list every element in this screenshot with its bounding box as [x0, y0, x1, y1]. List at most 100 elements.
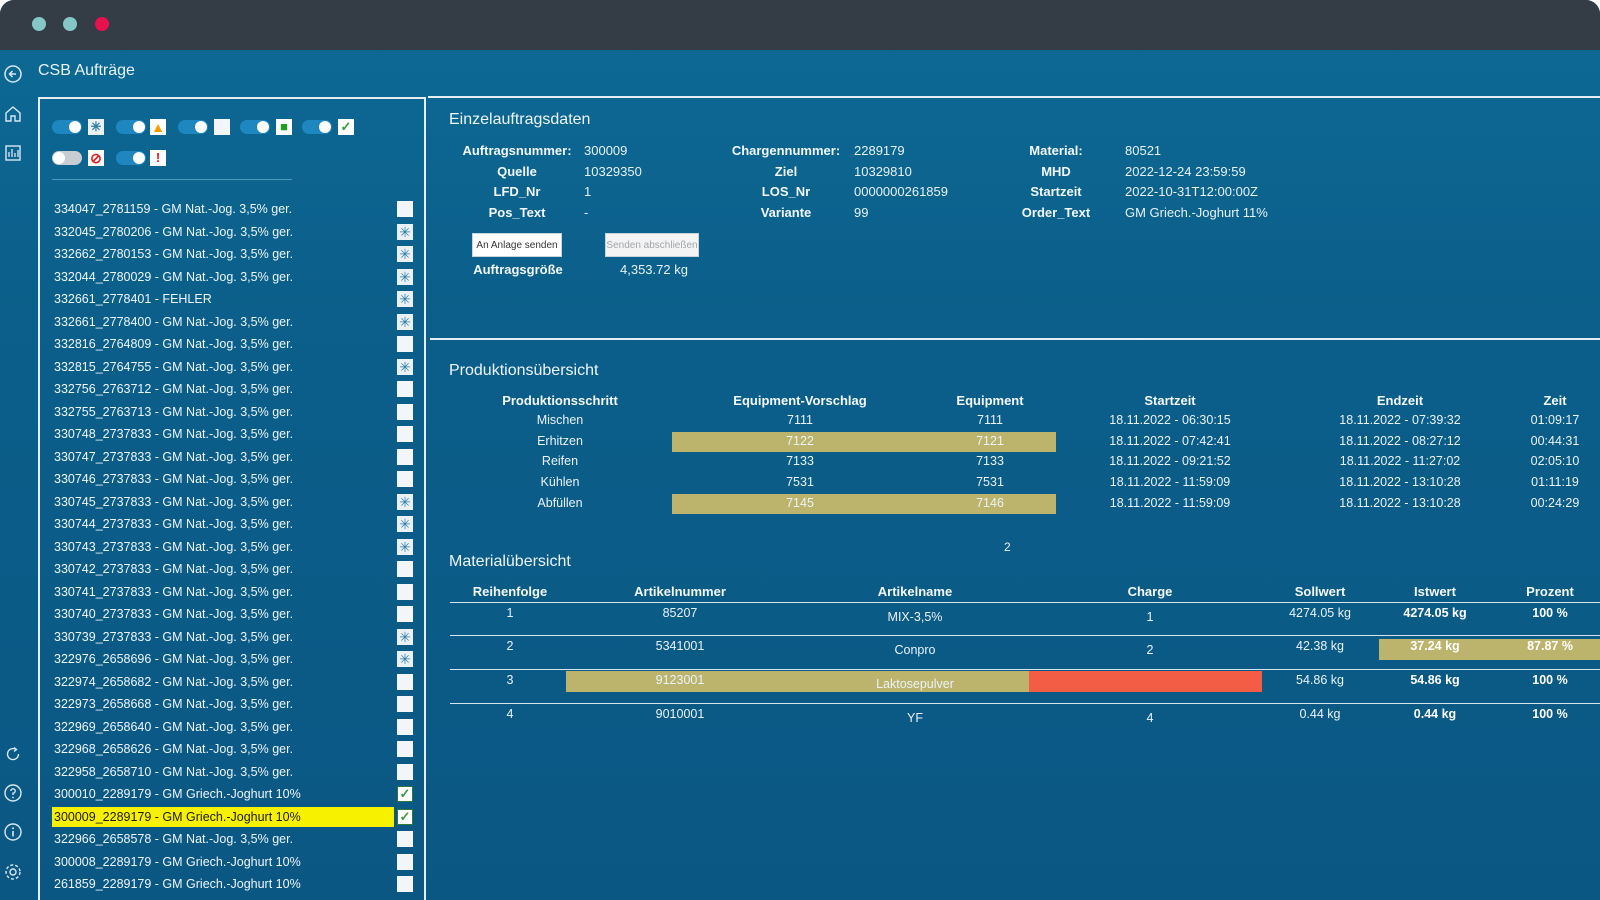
filter-toggle[interactable] — [52, 151, 82, 165]
home-icon[interactable] — [3, 104, 23, 124]
table-cell: 01:11:19 — [1531, 475, 1579, 490]
list-item[interactable]: 330746_2737833 - GM Nat.-Jog. 3,5% ger. — [54, 472, 294, 486]
list-item[interactable]: 300008_2289179 - GM Griech.-Joghurt 10% — [54, 854, 301, 869]
column-header[interactable]: Istwert — [1414, 584, 1456, 599]
list-item[interactable]: 332816_2764809 - GM Nat.-Jog. 3,5% ger. — [54, 337, 294, 351]
window-close-button[interactable] — [95, 17, 109, 31]
list-item[interactable]: 332044_2780029 - GM Nat.-Jog. 3,5% ger. — [54, 269, 294, 284]
snowflake-icon: ✳ — [397, 516, 413, 532]
list-item[interactable]: 330742_2737833 - GM Nat.-Jog. 3,5% ger. — [54, 562, 294, 576]
column-header[interactable]: Artikelnummer — [634, 584, 726, 599]
field-value: 300009 — [584, 143, 628, 158]
filter-toggle[interactable] — [116, 120, 146, 134]
list-item[interactable]: 332662_2780153 - GM Nat.-Jog. 3,5% ger. — [54, 247, 294, 261]
snowflake-icon: ✳ — [397, 291, 413, 307]
window-control-2[interactable] — [63, 17, 77, 31]
field-value: 2022-12-24 23:59:59 — [1125, 164, 1246, 179]
field-label: Pos_Text — [488, 205, 546, 220]
send-to-plant-button[interactable]: An Anlage senden — [472, 233, 562, 257]
column-header[interactable]: Endzeit — [1376, 393, 1424, 408]
table-cell: 7531 — [976, 475, 1004, 490]
list-item[interactable]: 332661_2778401 - FEHLER — [54, 292, 212, 306]
highlight-bar — [672, 431, 1056, 452]
filter-toggle[interactable] — [178, 120, 208, 134]
list-item[interactable]: 322968_2658626 - GM Nat.-Jog. 3,5% ger. — [54, 742, 294, 756]
table-cell: 18.11.2022 - 07:42:41 — [1109, 433, 1231, 448]
table-cell: 18.11.2022 - 09:21:52 — [1109, 454, 1231, 469]
list-item[interactable]: 300009_2289179 - GM Griech.-Joghurt 10% — [52, 806, 394, 827]
list-item[interactable]: 330747_2737833 - GM Nat.-Jog. 3,5% ger. — [54, 449, 294, 464]
list-item[interactable]: 332756_2763712 - GM Nat.-Jog. 3,5% ger. — [54, 382, 294, 396]
table-cell: Erhitzen — [537, 433, 583, 448]
list-item[interactable]: 330744_2737833 - GM Nat.-Jog. 3,5% ger. — [54, 517, 294, 531]
filter-toggle[interactable] — [52, 120, 82, 134]
list-item[interactable]: 330740_2737833 - GM Nat.-Jog. 3,5% ger. — [54, 607, 294, 621]
filter-toggle[interactable] — [240, 120, 270, 134]
list-item[interactable]: 322958_2658710 - GM Nat.-Jog. 3,5% ger. — [54, 764, 294, 779]
list-item[interactable]: 330748_2737833 - GM Nat.-Jog. 3,5% ger. — [54, 427, 294, 441]
list-item[interactable]: 261859_2289179 - GM Griech.-Joghurt 10% — [54, 877, 301, 891]
left-rail — [0, 50, 28, 900]
column-header[interactable]: Equipment — [956, 393, 1024, 408]
list-item[interactable]: 332661_2778400 - GM Nat.-Jog. 3,5% ger. — [54, 314, 294, 329]
list-item[interactable]: 322976_2658696 - GM Nat.-Jog. 3,5% ger. — [54, 652, 294, 666]
filter-toggle[interactable] — [302, 120, 332, 134]
list-item[interactable]: 322969_2658640 - GM Nat.-Jog. 3,5% ger. — [54, 719, 294, 734]
filter-toggle[interactable] — [116, 151, 146, 165]
table-cell: Kühlen — [540, 475, 580, 490]
field-value: 99 — [854, 205, 869, 220]
list-item[interactable]: 300010_2289179 - GM Griech.-Joghurt 10% — [54, 787, 301, 801]
list-item[interactable]: 330741_2737833 - GM Nat.-Jog. 3,5% ger. — [54, 584, 294, 599]
table-cell: 7111 — [977, 413, 1003, 427]
field-value: 10329810 — [854, 164, 912, 179]
list-item[interactable]: 322973_2658668 - GM Nat.-Jog. 3,5% ger. — [54, 697, 294, 711]
column-header[interactable]: Sollwert — [1294, 584, 1346, 599]
dashboard-icon[interactable] — [3, 143, 23, 163]
list-item[interactable]: 330743_2737833 - GM Nat.-Jog. 3,5% ger. — [54, 539, 294, 554]
settings-icon[interactable] — [3, 862, 23, 882]
table-cell: 3 — [506, 673, 514, 687]
error-icon: ! — [150, 150, 166, 166]
list-item[interactable]: 322974_2658682 - GM Nat.-Jog. 3,5% ger. — [54, 674, 294, 689]
snowflake-icon: ✳ — [397, 246, 413, 262]
table-cell: 7133 — [976, 454, 1004, 469]
snowflake-icon: ✳ — [88, 119, 104, 135]
table-cell: 18.11.2022 - 11:59:09 — [1109, 495, 1231, 510]
list-item[interactable]: 322966_2658578 - GM Nat.-Jog. 3,5% ger. — [54, 832, 294, 846]
table-cell: 2 — [1146, 643, 1154, 657]
column-header[interactable]: Prozent — [1526, 584, 1574, 599]
help-icon[interactable] — [3, 783, 23, 803]
row-divider — [450, 602, 1600, 603]
window-control-1[interactable] — [32, 17, 46, 31]
table-cell: Laktosepulver — [876, 677, 954, 691]
table-cell: 7146 — [976, 495, 1004, 510]
list-item[interactable]: 334047_2781159 - GM Nat.-Jog. 3,5% ger. — [54, 202, 293, 216]
snowflake-icon: ✳ — [397, 358, 413, 375]
list-item[interactable]: 332755_2763713 - GM Nat.-Jog. 3,5% ger. — [54, 404, 294, 419]
field-value: 2289179 — [854, 143, 905, 158]
table-cell: 4274.05 kg — [1403, 606, 1467, 620]
column-header[interactable]: Charge — [1127, 584, 1173, 599]
empty-status-icon — [397, 763, 413, 780]
list-item[interactable]: 332045_2780206 - GM Nat.-Jog. 3,5% ger. — [54, 224, 294, 239]
column-header[interactable]: Zeit — [1543, 393, 1567, 408]
column-header[interactable]: Equipment-Vorschlag — [733, 393, 867, 408]
empty-status-icon — [397, 718, 413, 735]
list-item[interactable]: 330739_2737833 - GM Nat.-Jog. 3,5% ger. — [54, 629, 294, 644]
list-item[interactable]: 330745_2737833 - GM Nat.-Jog. 3,5% ger. — [54, 494, 294, 509]
info-icon[interactable] — [3, 822, 23, 842]
column-header[interactable]: Startzeit — [1144, 393, 1196, 408]
field-label: Auftragsnummer: — [462, 143, 572, 158]
column-header[interactable]: Artikelname — [877, 584, 953, 599]
field-label: Material: — [1029, 143, 1083, 158]
table-cell: 18.11.2022 - 13:10:28 — [1339, 475, 1461, 490]
field-label: Order_Text — [1021, 205, 1091, 220]
list-item[interactable]: 332815_2764755 - GM Nat.-Jog. 3,5% ger. — [54, 359, 294, 374]
refresh-icon[interactable] — [3, 744, 23, 764]
column-header[interactable]: Produktionsschritt — [502, 393, 618, 408]
column-header[interactable]: Reihenfolge — [472, 584, 548, 599]
table-cell: 9123001 — [655, 673, 705, 687]
back-arrow-icon[interactable] — [3, 64, 23, 84]
missing-charge-indicator — [1029, 671, 1262, 692]
finish-sending-button[interactable]: Senden abschließen — [605, 233, 699, 257]
